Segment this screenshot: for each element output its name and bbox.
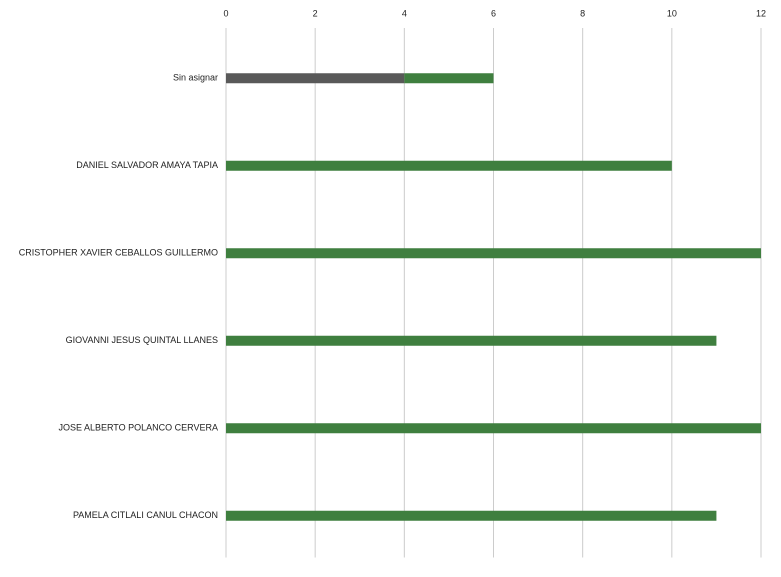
- bar-segment: [226, 423, 761, 434]
- y-tick-label: JOSE ALBERTO POLANCO CERVERA: [58, 423, 218, 433]
- x-tick-label: 12: [756, 8, 766, 18]
- y-tick-label: Sin asignar: [173, 73, 218, 83]
- x-tick-label: 10: [667, 8, 677, 18]
- y-tick-label: PAMELA CITLALI CANUL CHACON: [73, 510, 218, 520]
- bar-segment: [226, 248, 761, 259]
- bar-segment: [226, 510, 717, 521]
- x-tick-label: 6: [491, 8, 496, 18]
- x-tick-label: 4: [402, 8, 407, 18]
- bar-segment: [226, 160, 672, 171]
- x-tick-label: 8: [580, 8, 585, 18]
- y-tick-label: CRISTOPHER XAVIER CEBALLOS GUILLERMO: [19, 248, 218, 258]
- y-tick-label: DANIEL SALVADOR AMAYA TAPIA: [76, 160, 218, 170]
- y-tick-label: GIOVANNI JESUS QUINTAL LLANES: [66, 335, 218, 345]
- x-tick-label: 0: [223, 8, 228, 18]
- bar-segment: [226, 73, 405, 84]
- x-tick-label: 2: [313, 8, 318, 18]
- bar-segment: [404, 73, 494, 84]
- bar-segment: [226, 335, 717, 346]
